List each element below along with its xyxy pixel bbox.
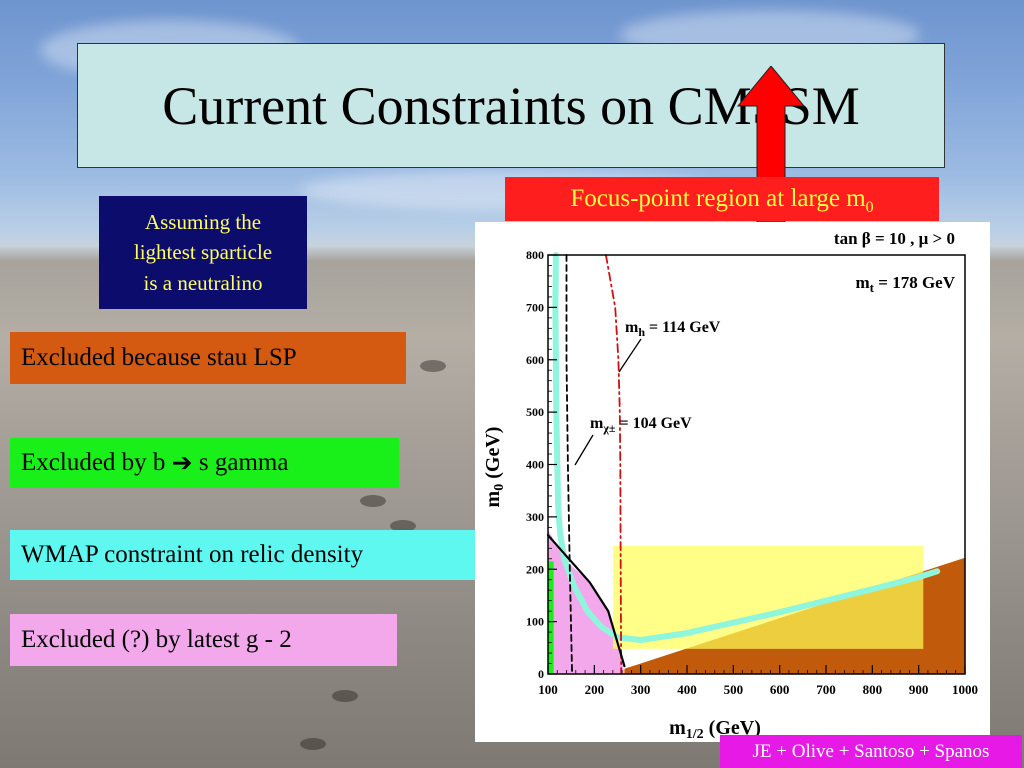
- focus-point-subscript: 0: [865, 199, 874, 216]
- assumption-line-2: lightest sparticle: [133, 240, 273, 265]
- focus-point-text: Focus-point region at large m: [570, 185, 866, 212]
- region-yellow-overlay: [612, 545, 924, 649]
- y-tick-label: 600: [526, 353, 544, 367]
- assumption-line-3: is a neutralino: [143, 270, 263, 295]
- credit-box: JE + Olive + Santoso + Spanos: [720, 735, 1022, 768]
- y-tick-label: 100: [526, 615, 544, 629]
- y-tick-label: 500: [526, 405, 544, 419]
- legend-g2-label: Excluded (?) by latest g - 2: [21, 626, 292, 653]
- line-chargino-mass-104-gev: [565, 254, 573, 675]
- legend-bsg-suffix: s gamma: [192, 449, 289, 476]
- legend-bsg-label: Excluded by b: [21, 449, 166, 476]
- mh-pointer: [618, 338, 642, 373]
- x-tick-label: 200: [585, 682, 605, 697]
- right-arrow-icon: ➔: [171, 450, 193, 477]
- x-tick-label: 1000: [952, 682, 978, 697]
- line-wmap-strip: [552, 252, 941, 643]
- legend-b-s-gamma: Excluded by b ➔ s gamma: [10, 438, 399, 488]
- region-b-to-s-gamma-excluded: [548, 561, 554, 674]
- y-tick-label: 400: [526, 458, 544, 472]
- legend-g-minus-2: Excluded (?) by latest g - 2: [10, 614, 397, 666]
- assumption-line-1: Assuming the: [144, 209, 262, 234]
- x-tick-label: 800: [863, 682, 883, 697]
- y-axis-label: m0 (GeV): [482, 427, 507, 508]
- legend-wmap: WMAP constraint on relic density: [10, 530, 496, 580]
- x-tick-label: 100: [538, 682, 558, 697]
- title-box: Current Constraints on CMSSM: [77, 43, 945, 168]
- line-higgs-mass-114-gev: [605, 254, 623, 675]
- credit-text: JE + Olive + Santoso + Spanos: [752, 741, 990, 762]
- legend-stau-label: Excluded because stau LSP: [21, 344, 297, 371]
- mh-label: mh = 114 GeV: [625, 319, 721, 339]
- x-tick-label: 900: [909, 682, 929, 697]
- x-tick-label: 700: [816, 682, 836, 697]
- y-tick-label: 0: [538, 667, 544, 681]
- up-arrow-icon: [736, 66, 806, 226]
- chart-header: tan β = 10 , μ > 0: [834, 229, 955, 248]
- x-tick-label: 400: [677, 682, 697, 697]
- mchi-label: mχ± = 104 GeV: [590, 415, 692, 435]
- y-tick-label: 300: [526, 510, 544, 524]
- line-stau-boundary: [546, 534, 626, 668]
- x-tick-label: 500: [724, 682, 744, 697]
- mt-annotation: mt = 178 GeV: [856, 273, 956, 295]
- focus-point-label: Focus-point region at large m0: [505, 177, 939, 221]
- mchi-pointer: [574, 434, 594, 466]
- x-axis-label: m1/2 (GeV): [669, 717, 761, 742]
- legend-stau-lsp: Excluded because stau LSP: [10, 332, 406, 384]
- x-tick-label: 300: [631, 682, 651, 697]
- y-tick-label: 200: [526, 562, 544, 576]
- assumption-box: Assuming the lightest sparticle is a neu…: [99, 196, 307, 309]
- x-tick-label: 600: [770, 682, 790, 697]
- y-tick-label: 700: [526, 300, 544, 314]
- legend-wmap-label: WMAP constraint on relic density: [21, 541, 364, 568]
- cmssm-plane-chart: 100 200 300 400 500 600 700 800 900 1000010020030…: [482, 229, 978, 742]
- y-tick-label: 800: [526, 248, 544, 262]
- plot-panel: 100 200 300 400 500 600 700 800 900 1000 0 100 200 30…: [475, 222, 990, 742]
